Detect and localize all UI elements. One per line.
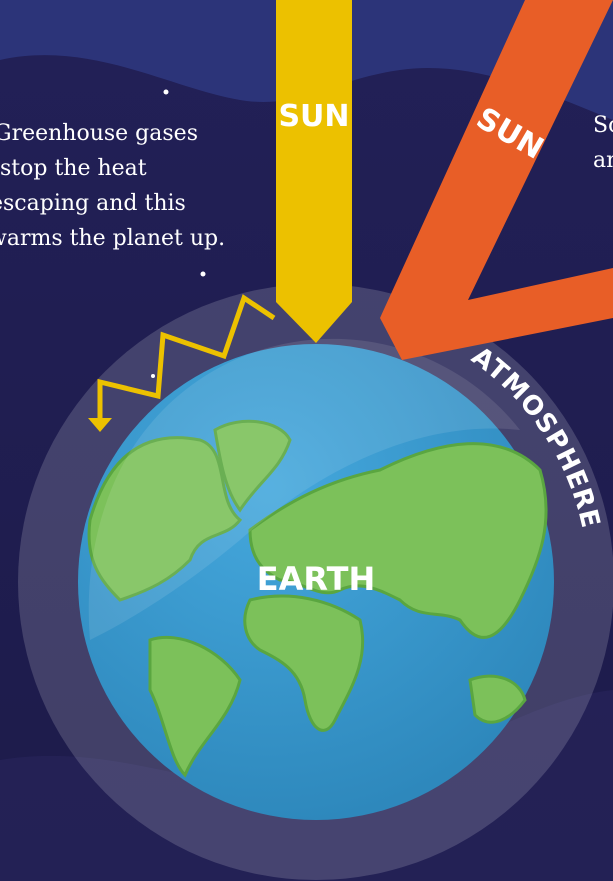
- text-line: escaping and this: [0, 191, 186, 216]
- trapped-heat-arrowhead: [88, 418, 112, 432]
- text-line: Greenhouse gases: [0, 121, 198, 146]
- star: [200, 271, 206, 277]
- text-line: So: [593, 113, 613, 138]
- text-line: warms the planet up.: [0, 226, 225, 251]
- left-text: Greenhouse gases stop the heat escaping …: [0, 121, 225, 251]
- sun-label: SUN: [278, 99, 349, 134]
- text-line: an: [593, 148, 613, 173]
- sun-ray-reflected: [380, 0, 613, 360]
- trapped-heat: [97, 294, 276, 420]
- sun-ray-direct: [276, 0, 352, 343]
- bottom-wave: [0, 690, 613, 881]
- earth-label: EARTH: [257, 560, 375, 598]
- earth-highlight: [88, 338, 520, 640]
- continents: [87, 419, 548, 778]
- star: [163, 89, 169, 95]
- text-line: stop the heat: [0, 156, 147, 181]
- star: [151, 374, 155, 378]
- right-text: So an: [593, 113, 613, 173]
